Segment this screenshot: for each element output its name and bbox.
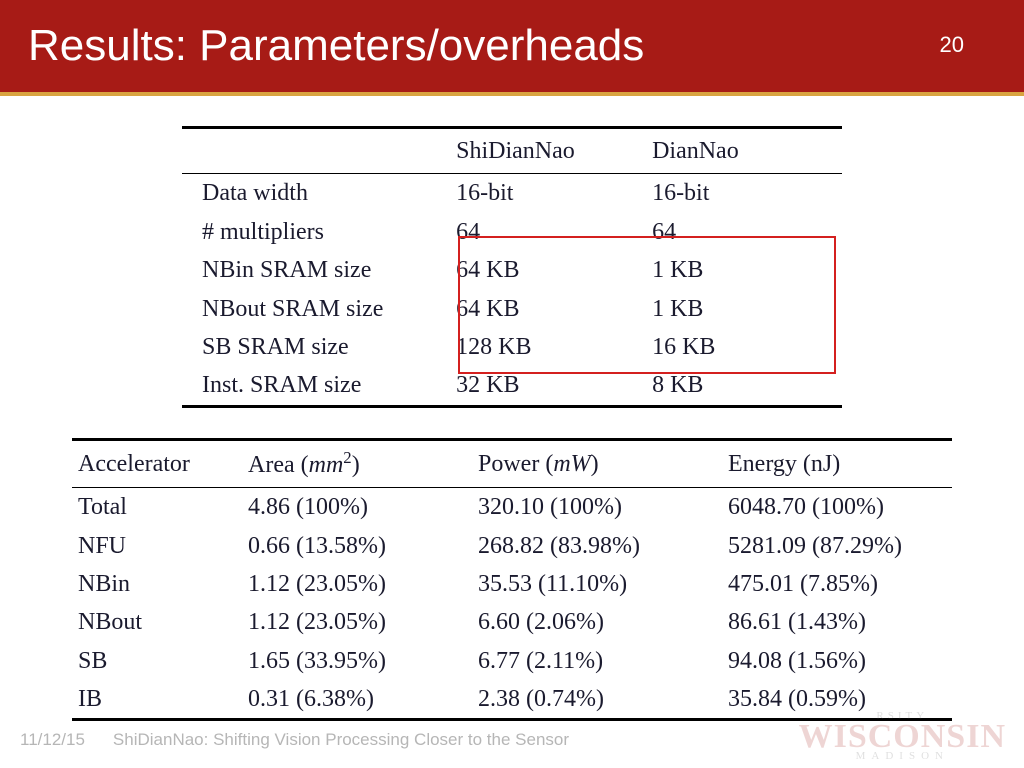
footer-subtitle: ShiDianNao: Shifting Vision Processing C… — [113, 730, 569, 750]
table-row: # multipliers 64 64 — [182, 213, 842, 251]
t2-header-area: Area (mm2) — [242, 441, 472, 487]
t2-header-power: Power (mW) — [472, 441, 722, 487]
overheads-table: Accelerator Area (mm2) Power (mW) Energy… — [72, 438, 952, 722]
t1-header-col1: ShiDianNao — [450, 129, 646, 173]
slide-number: 20 — [940, 32, 964, 58]
table-row: SB SRAM size 128 KB 16 KB — [182, 328, 842, 366]
t2-header-energy: Energy (nJ) — [722, 441, 952, 487]
table-row: NBin SRAM size 64 KB 1 KB — [182, 251, 842, 289]
table-row: IB 0.31 (6.38%) 2.38 (0.74%) 35.84 (0.59… — [72, 680, 952, 718]
t2-body: Total 4.86 (100%) 320.10 (100%) 6048.70 … — [72, 488, 952, 718]
t2-header-accelerator: Accelerator — [72, 441, 242, 487]
slide-title: Results: Parameters/overheads — [28, 21, 644, 71]
t1-header-blank — [182, 129, 450, 173]
table-row: NBout 1.12 (23.05%) 6.60 (2.06%) 86.61 (… — [72, 603, 952, 641]
table-row: NBout SRAM size 64 KB 1 KB — [182, 290, 842, 328]
table-row: SB 1.65 (33.95%) 6.77 (2.11%) 94.08 (1.5… — [72, 642, 952, 680]
t1-body: Data width 16-bit 16-bit # multipliers 6… — [182, 174, 842, 404]
table-row: Data width 16-bit 16-bit — [182, 174, 842, 212]
table-row: NFU 0.66 (13.58%) 268.82 (83.98%) 5281.0… — [72, 527, 952, 565]
t1-header-col2: DianNao — [646, 129, 842, 173]
table-row: Inst. SRAM size 32 KB 8 KB — [182, 366, 842, 404]
footer-date: 11/12/15 — [20, 730, 85, 750]
slide-footer: 11/12/15 ShiDianNao: Shifting Vision Pro… — [20, 730, 1004, 750]
slide-header: Results: Parameters/overheads 20 — [0, 0, 1024, 92]
slide-content: ShiDianNao DianNao Data width 16-bit 16-… — [0, 96, 1024, 721]
table-row: Total 4.86 (100%) 320.10 (100%) 6048.70 … — [72, 488, 952, 526]
parameters-table: ShiDianNao DianNao Data width 16-bit 16-… — [182, 126, 842, 408]
table-row: NBin 1.12 (23.05%) 35.53 (11.10%) 475.01… — [72, 565, 952, 603]
